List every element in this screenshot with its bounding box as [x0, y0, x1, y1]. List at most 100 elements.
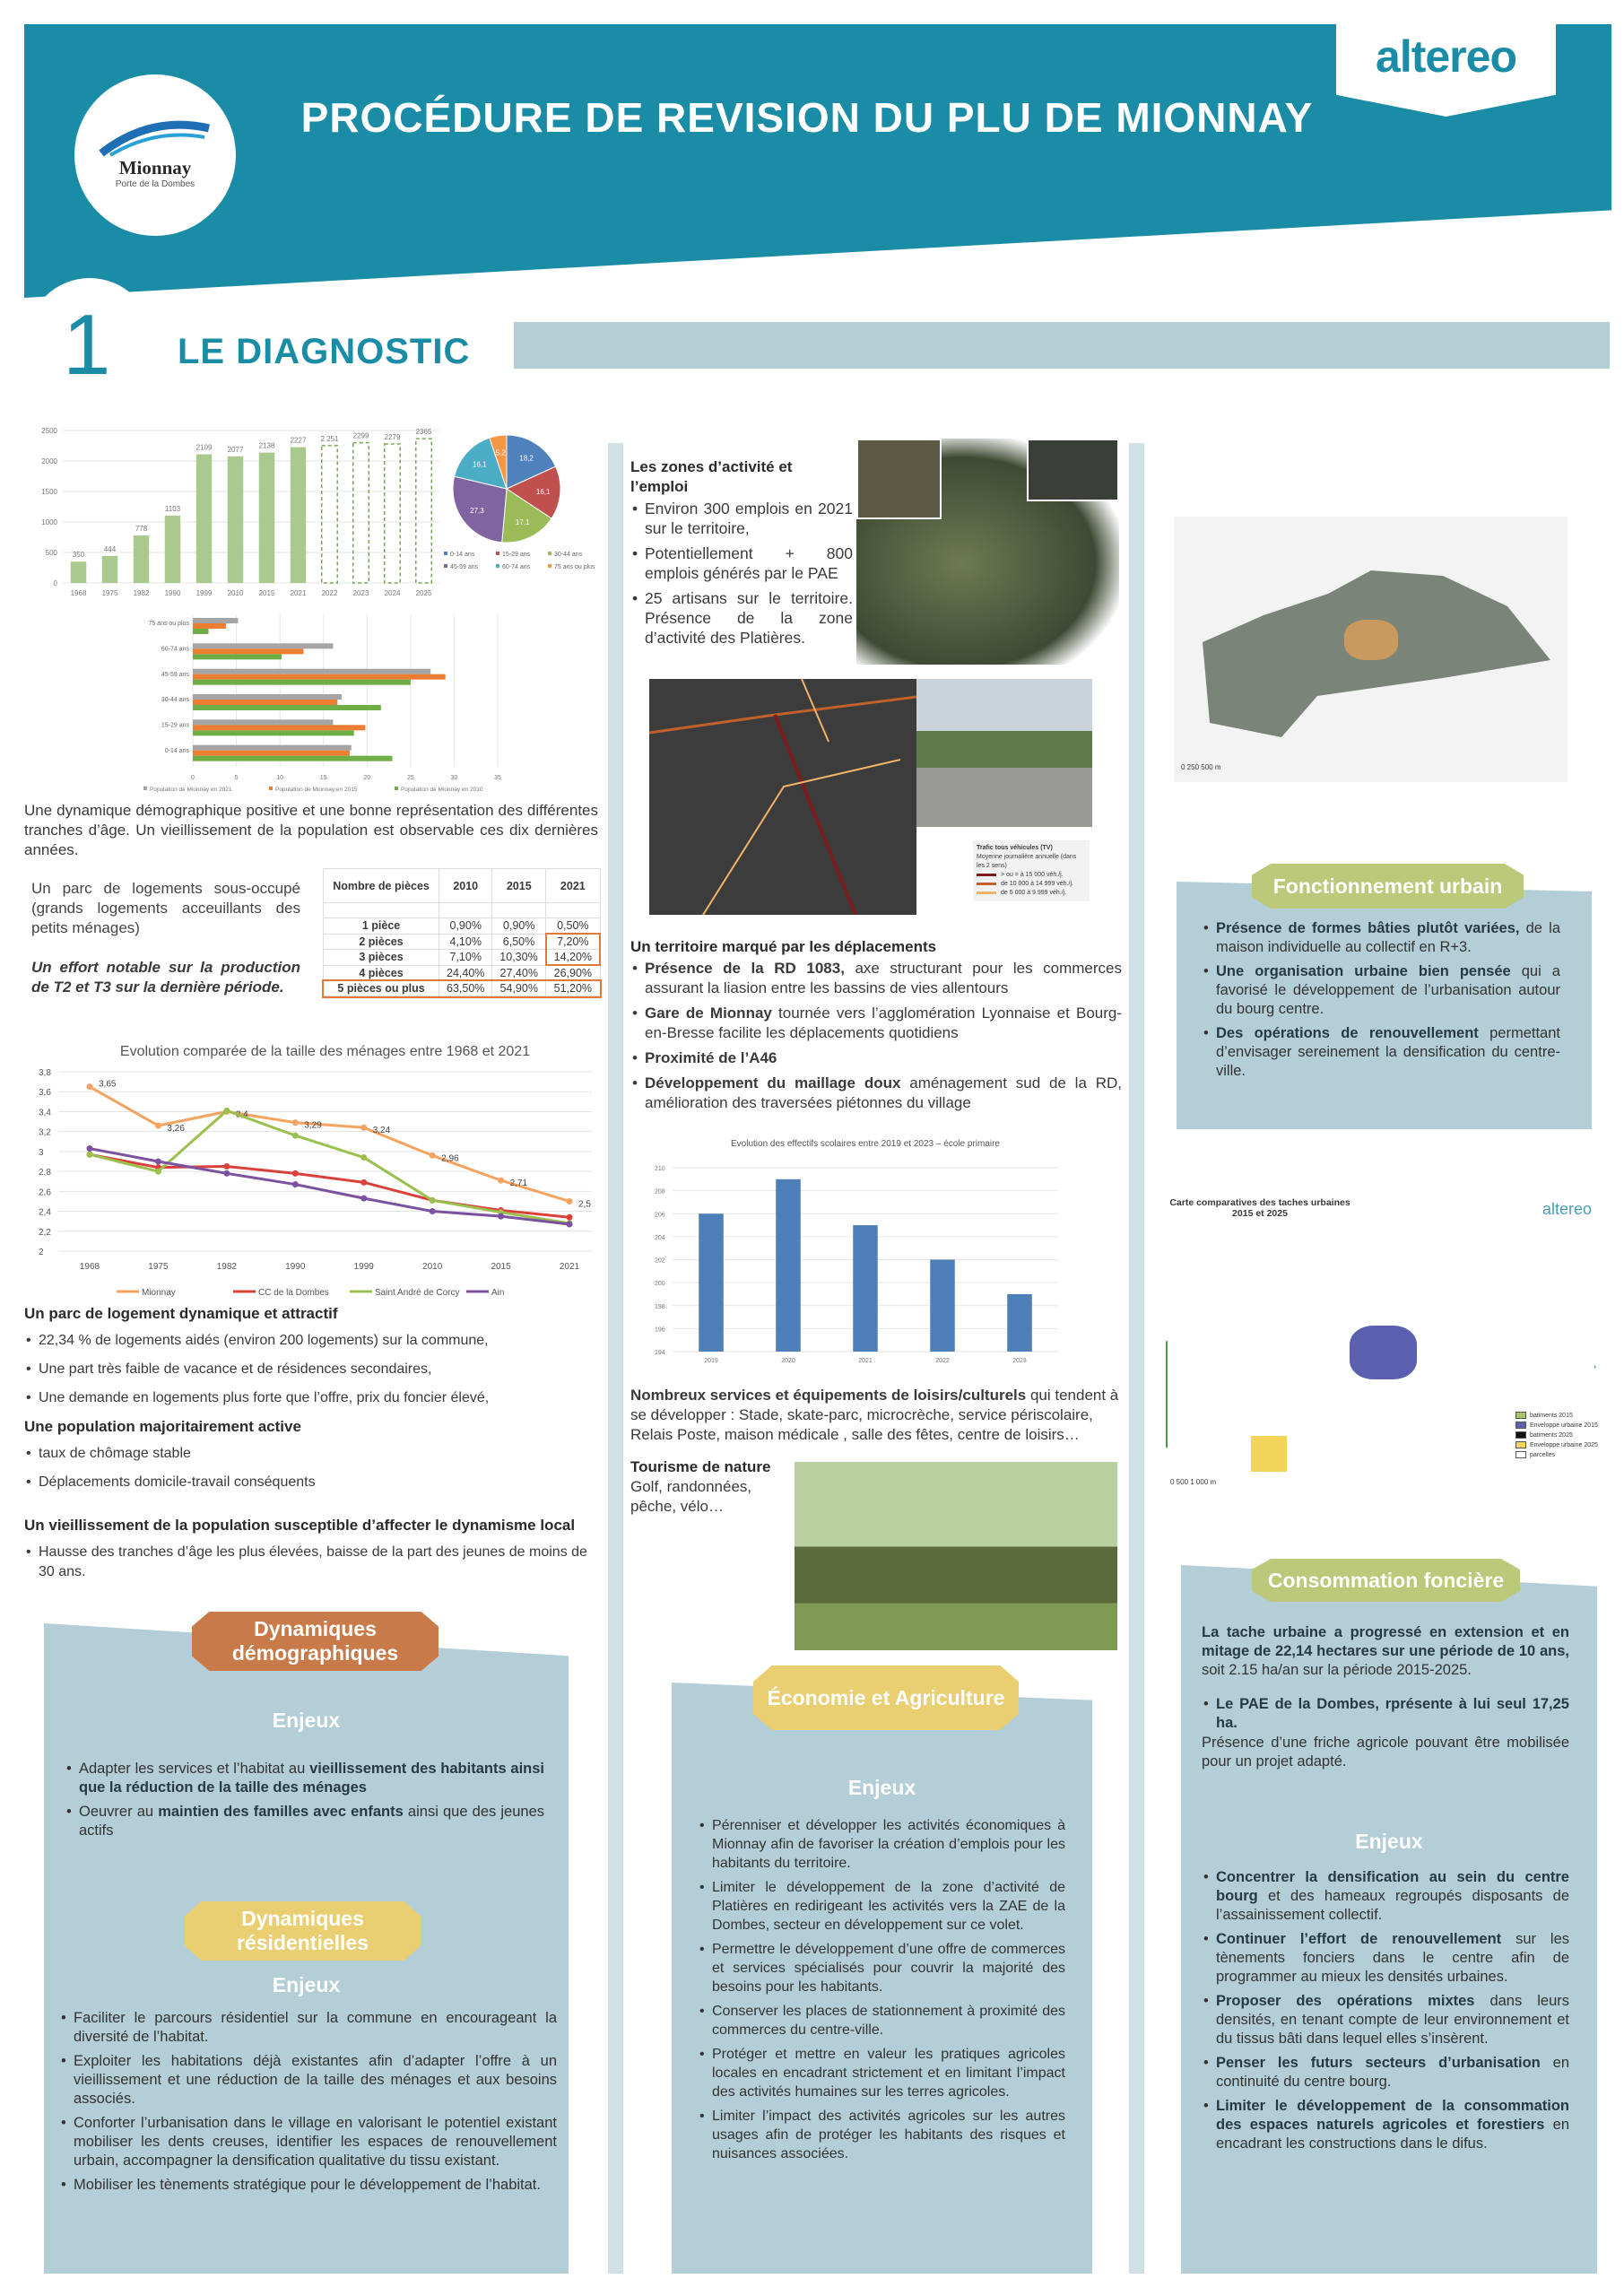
bold-text: Concentrer la densification au sein du c… [1216, 1869, 1569, 1904]
x-tick-label: 2010 [228, 589, 244, 597]
text: de la maison individuelle au collectif e… [1216, 920, 1560, 955]
age-pie-chart: 18,2 16,1 17,1 27,3 16,1 5,2 0-14 ans 15-29 ans… [444, 434, 595, 570]
list-item: Faciliter le parcours résidentiel sur la… [59, 2009, 557, 2047]
y-tick-label: 200 [655, 1281, 665, 1287]
urban-function-badge: Fonctionnement urbain [1252, 864, 1524, 909]
data-label: 2227 [291, 437, 307, 445]
mionnay-logo: Mionnay Porte de la Dombes [74, 74, 236, 236]
bold-text: Penser les futurs secteurs d’urbanisatio… [1216, 2055, 1541, 2071]
map2-brand: altereo [1542, 1200, 1593, 1218]
list-item: Une organisation urbaine bien pensée qui… [1202, 962, 1560, 1019]
text: Oeuvrer au [79, 1804, 159, 1820]
bold-text: Gare de Mionnay [645, 1004, 772, 1022]
x-tick-label: 1990 [285, 1262, 306, 1272]
section-circle [27, 278, 152, 404]
bar [193, 750, 350, 756]
list-item: Conserver les places de stationnement à … [698, 2002, 1065, 2039]
series-line [89, 1085, 570, 1203]
pie-slice [501, 488, 552, 544]
tourism-block: Tourisme de nature Golf, randonnées, pêc… [630, 1457, 787, 1517]
housing-effort: Un effort notable sur la production de T… [31, 959, 300, 996]
legend-swatch [496, 564, 499, 568]
y-tick-label: 2500 [41, 427, 57, 435]
economy-enjeux-list: Pérenniser et développer les activités é… [698, 1816, 1065, 2169]
list-item: Une part très faible de vacance et de ré… [24, 1360, 598, 1379]
station-photo [916, 679, 1092, 827]
legend-label: > ou = à 15 000 véh./j. [1001, 872, 1064, 878]
park-photo [795, 1462, 1117, 1650]
bar [1007, 1293, 1032, 1352]
traffic-legend-subtitle: Moyenne journalière annuelle (dans les 2… [977, 854, 1077, 869]
bold-text: Présence de la RD 1083, [645, 960, 845, 977]
bar [290, 447, 307, 583]
text: permettant d’envisager sereinement la de… [1216, 1025, 1560, 1079]
text: Potentiellement + 800 emplois générés pa… [645, 544, 853, 582]
x-tick-label: 1968 [71, 589, 87, 597]
residential-badge: Dynamiques résidentielles [185, 1901, 421, 1961]
legend-swatch [444, 564, 447, 568]
bold-text: Le PAE de la Dombes, rprésente à lui seu… [1216, 1696, 1569, 1731]
y-tick-label: 210 [655, 1166, 665, 1172]
data-point [498, 1177, 505, 1184]
x-tick-label: 1975 [102, 589, 118, 597]
y-tick-label: 206 [655, 1212, 665, 1218]
text: tournée vers l’agglomération Lyonnaise e… [645, 1004, 1123, 1041]
bar [699, 1213, 724, 1352]
text: Faciliter le parcours résidentiel sur la… [74, 2010, 557, 2045]
legend-swatch [977, 873, 996, 876]
text: Limiter l’impact des activités agricoles… [712, 2109, 1065, 2161]
y-tick-label: 3,4 [39, 1108, 51, 1118]
data-point [291, 1170, 299, 1177]
x-tick-label: 2025 [416, 589, 432, 597]
block-list: taux de chômage stable Déplacements domic… [24, 1444, 598, 1492]
data-label: 2077 [228, 446, 244, 454]
legend-item: Enveloppe urbaine 2015 [1515, 1421, 1598, 1431]
page-title: PROCÉDURE DE REVISION DU PLU DE MIONNAY [300, 94, 1314, 141]
data-point [360, 1195, 368, 1202]
y-tick-label: 15-29 ans [161, 723, 190, 729]
text: Exploiter les habitations déjà existante… [74, 2053, 557, 2107]
text: taux de chômage stable [39, 1446, 191, 1461]
slice-label: 18,2 [519, 455, 534, 463]
table-cell: 24,40% [439, 964, 493, 981]
bar [258, 452, 275, 583]
y-tick-label: 3,8 [39, 1068, 51, 1078]
bar [133, 535, 150, 583]
legend-label: Enveloppe urbaine 2025 [1530, 1442, 1598, 1448]
left-blocks: Un parc de logement dynamique et attract… [24, 1300, 598, 1582]
land-consumption-enjeux-list: Concentrer la densification au sein du c… [1202, 1868, 1569, 2159]
x-tick-label: 2015 [259, 589, 275, 597]
x-tick-label: 30 [451, 775, 458, 781]
satellite-inset [856, 439, 942, 519]
legend-label: parcelles [1530, 1452, 1556, 1458]
bar [352, 441, 369, 584]
data-label: 2279 [385, 433, 401, 441]
table-cell: 0,90% [439, 918, 493, 935]
table-cell: 2 pièces [322, 933, 440, 950]
x-tick-label: 2021 [858, 1358, 873, 1364]
bar [164, 515, 181, 583]
text: axe structurant pour les commerces assur… [645, 960, 1122, 996]
data-label: 1103 [165, 505, 181, 513]
x-tick-label: 2010 [422, 1262, 443, 1272]
demographics-enjeux-heading: Enjeux [272, 1709, 341, 1732]
land-consumption-badge: Consommation foncière [1252, 1559, 1520, 1602]
text: en encadrant les constructions dans le d… [1216, 2117, 1570, 2152]
bar [193, 705, 381, 710]
legend-item: de 5 000 à 9 999 véh./j. [977, 889, 1086, 898]
x-tick-label: 2024 [385, 589, 401, 597]
table-row: 3 pièces 7,10% 10,30% 14,20% [322, 949, 602, 966]
block-title: Un parc de logement dynamique et attract… [24, 1305, 338, 1322]
data-point [360, 1178, 368, 1186]
slice-label: 16,1 [536, 488, 551, 496]
table-cell: 63,50% [439, 980, 493, 996]
bar [193, 725, 366, 731]
x-tick-label: 2020 [781, 1358, 795, 1364]
data-point [429, 1208, 436, 1215]
urban-comparison-map: Carte comparatives des taches urbaines 2… [1166, 1196, 1609, 1500]
legend-label: batiments 2025 [1530, 1432, 1573, 1439]
data-point [154, 1122, 161, 1129]
bar [227, 456, 244, 583]
data-point [223, 1170, 230, 1177]
legend-label: 75 ans ou plus [554, 564, 595, 570]
